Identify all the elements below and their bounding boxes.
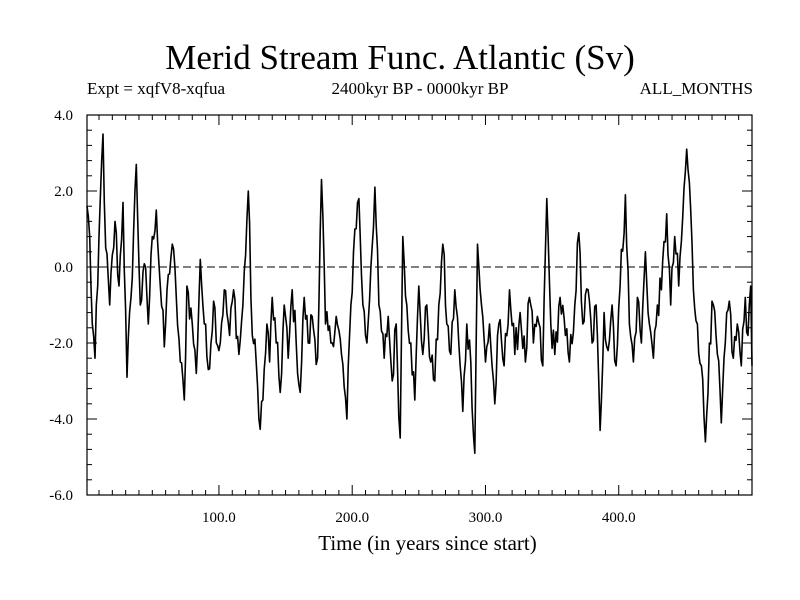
y-tick-label: 2.0 (54, 184, 73, 200)
y-tick-label: -6.0 (49, 488, 73, 504)
y-tick-label: -2.0 (49, 336, 73, 352)
series-line (86, 133, 753, 454)
x-tick-label: 100.0 (202, 510, 236, 526)
x-tick-label: 400.0 (602, 510, 636, 526)
y-tick-label: -4.0 (49, 412, 73, 428)
plot-frame (86, 114, 753, 496)
chart-title: Merid Stream Func. Atlantic (Sv) (165, 38, 635, 77)
time-range-label: 2400kyr BP - 0000kyr BP (331, 79, 509, 98)
x-tick-label: 300.0 (469, 510, 503, 526)
x-axis-label: Time (in years since start) (318, 531, 537, 555)
months-label: ALL_MONTHS (639, 79, 753, 98)
y-tick-label: 4.0 (54, 108, 73, 124)
experiment-label: Expt = xqfV8-xqfua (87, 79, 226, 98)
x-tick-label: 200.0 (335, 510, 369, 526)
y-tick-label: 0.0 (54, 260, 73, 276)
